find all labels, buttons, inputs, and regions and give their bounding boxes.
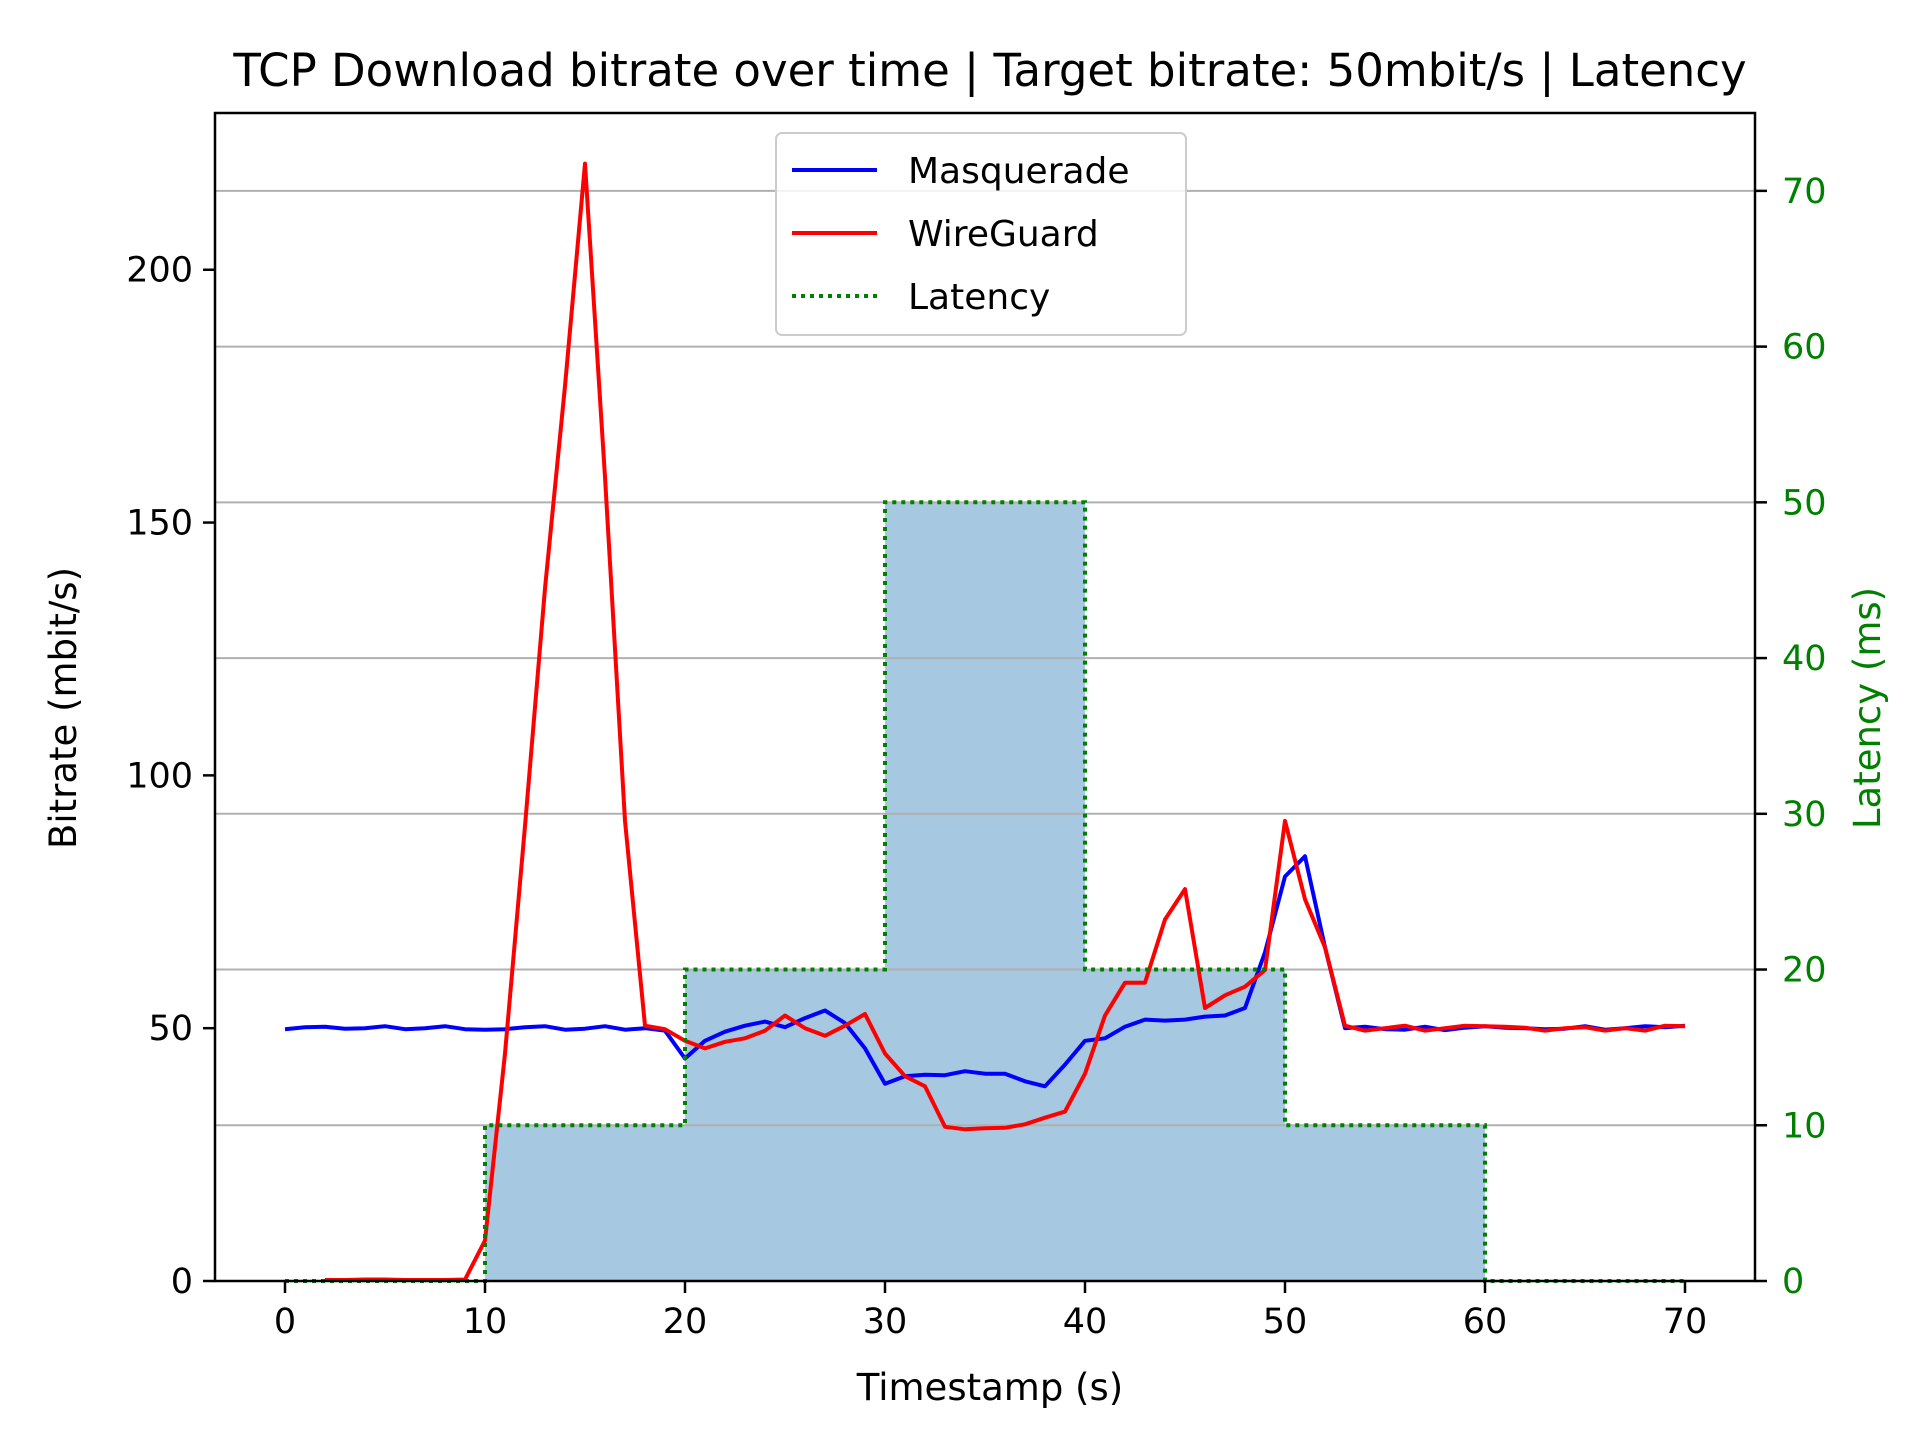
y2-axis-label: Latency (ms) bbox=[1846, 587, 1889, 829]
y-tick-label: 0 bbox=[171, 1262, 193, 1302]
y2-tick-label: 10 bbox=[1782, 1106, 1827, 1146]
x-axis-label: Timestamp (s) bbox=[856, 1366, 1123, 1409]
x-tick-label: 30 bbox=[863, 1302, 908, 1342]
x-tick-label: 70 bbox=[1663, 1302, 1708, 1342]
y2-tick-label: 40 bbox=[1782, 639, 1827, 679]
x-tick-label: 60 bbox=[1463, 1302, 1508, 1342]
plot-frame bbox=[213, 111, 1757, 1283]
y2-tick-label: 70 bbox=[1782, 172, 1827, 212]
y2-tick-label: 60 bbox=[1782, 328, 1827, 368]
x-axis-ticks: 0 10 20 30 40 50 60 70 bbox=[274, 1281, 1707, 1342]
y2-tick-label: 0 bbox=[1782, 1262, 1804, 1302]
y2-tick-label: 20 bbox=[1782, 951, 1827, 991]
x-tick-label: 40 bbox=[1063, 1302, 1108, 1342]
x-tick-label: 50 bbox=[1263, 1302, 1308, 1342]
x-tick-label: 20 bbox=[663, 1302, 708, 1342]
series-line-latency bbox=[285, 500, 1685, 1283]
y-axis-ticks: 0 50 100 150 200 bbox=[126, 251, 215, 1302]
y-tick-label: 200 bbox=[126, 251, 193, 291]
legend-box bbox=[775, 132, 1187, 336]
y-tick-label: 100 bbox=[126, 756, 193, 796]
chart-title: TCP Download bitrate over time | Target … bbox=[232, 44, 1746, 97]
series-lines bbox=[284, 161, 1686, 1283]
y2-tick-label: 30 bbox=[1782, 795, 1827, 835]
legend-label-masquerade: Masquerade bbox=[908, 151, 1130, 192]
legend-label-wireguard: WireGuard bbox=[908, 214, 1099, 255]
latency-fill-area bbox=[285, 502, 1685, 1281]
x-tick-label: 0 bbox=[274, 1302, 296, 1342]
series-line-wireguard bbox=[325, 161, 1686, 1282]
y-tick-label: 150 bbox=[126, 504, 193, 544]
x-tick-label: 10 bbox=[463, 1302, 508, 1342]
legend-label-latency: Latency bbox=[908, 277, 1050, 318]
legend: Masquerade WireGuard Latency bbox=[775, 132, 1187, 336]
y-axis-label: Bitrate (mbit/s) bbox=[42, 567, 85, 849]
latency-fill-shape bbox=[285, 502, 1685, 1281]
axes-frame bbox=[213, 111, 1757, 1283]
y2-tick-label: 50 bbox=[1782, 483, 1827, 523]
y-tick-label: 50 bbox=[148, 1009, 193, 1049]
y2-axis-ticks: 0 10 20 30 40 50 60 70 bbox=[1755, 172, 1827, 1302]
